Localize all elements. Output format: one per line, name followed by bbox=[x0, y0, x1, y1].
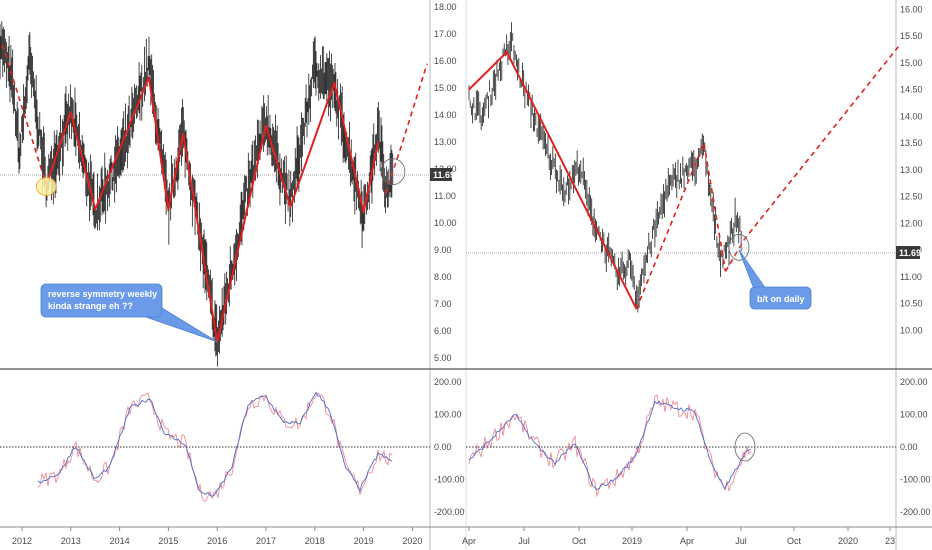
weekly-osc-y-tick: 0.00 bbox=[434, 442, 452, 452]
daily-signal-line bbox=[468, 400, 752, 491]
daily-x-tick: Jul bbox=[735, 536, 747, 546]
weekly-x-tick: 2017 bbox=[256, 536, 276, 546]
weekly-x-tick: 2015 bbox=[158, 536, 178, 546]
daily-x-tick: 2020 bbox=[838, 536, 858, 546]
weekly-y-tick: 13.00 bbox=[434, 137, 457, 147]
weekly-y-tick: 18.00 bbox=[434, 2, 457, 12]
daily-x-tick: Apr bbox=[462, 536, 476, 546]
weekly-callout-line2: kinda strange eh ?? bbox=[48, 301, 133, 311]
daily-y-tick: 14.50 bbox=[900, 85, 923, 95]
daily-osc-y-tick: -100.00 bbox=[900, 475, 931, 485]
daily-highlight-breakout bbox=[728, 233, 750, 261]
svg-text:11.69: 11.69 bbox=[433, 170, 455, 180]
weekly-last-price-tag: 11.69 bbox=[430, 168, 455, 181]
oscillator-layer bbox=[0, 391, 896, 502]
weekly-y-tick: 16.00 bbox=[434, 56, 457, 66]
weekly-signal-line bbox=[37, 391, 393, 497]
daily-callout-box bbox=[749, 286, 812, 310]
weekly-cci-line bbox=[37, 392, 393, 502]
frame-daily-price bbox=[466, 0, 896, 368]
daily-y-tick: 13.50 bbox=[900, 138, 923, 148]
daily-callout-text: b/t on daily bbox=[757, 294, 805, 304]
weekly-osc-y-tick: -100.00 bbox=[434, 475, 465, 485]
daily-x-tick: Oct bbox=[572, 536, 587, 546]
weekly-zigzag-dashed bbox=[1, 44, 48, 186]
weekly-x-tick: 2012 bbox=[12, 536, 32, 546]
daily-osc-y-tick: 100.00 bbox=[900, 410, 928, 420]
daily-y-tick: 13.00 bbox=[900, 165, 923, 175]
daily-y-tick: 15.00 bbox=[900, 58, 923, 68]
weekly-x-tick: 2020 bbox=[402, 536, 422, 546]
weekly-x-tick: 2016 bbox=[207, 536, 227, 546]
weekly-y-tick: 10.00 bbox=[434, 218, 457, 228]
daily-projection bbox=[724, 46, 899, 272]
daily-y-tick: 14.00 bbox=[900, 111, 923, 121]
weekly-callout[interactable]: reverse symmetry weekly kinda strange eh… bbox=[40, 283, 218, 343]
daily-callout[interactable]: b/t on daily bbox=[738, 249, 812, 310]
weekly-x-tick: 2019 bbox=[354, 536, 374, 546]
daily-y-tick: 15.50 bbox=[900, 31, 923, 41]
daily-y-tick: 11.00 bbox=[900, 272, 922, 282]
daily-y-tick: 10.00 bbox=[900, 325, 923, 335]
weekly-highlight-breakout bbox=[380, 158, 406, 186]
daily-zigzag bbox=[468, 51, 638, 310]
weekly-x-tick: 2018 bbox=[305, 536, 325, 546]
svg-text:11.69: 11.69 bbox=[899, 248, 921, 258]
daily-x-tick: 23 bbox=[885, 536, 895, 546]
weekly-y-tick: 6.00 bbox=[434, 326, 452, 336]
weekly-callout-box bbox=[40, 283, 163, 318]
weekly-x-tick: 2014 bbox=[110, 536, 130, 546]
weekly-osc-y-tick: -200.00 bbox=[434, 507, 465, 517]
daily-y-tick: 10.50 bbox=[900, 299, 923, 309]
weekly-x-tick: 2013 bbox=[61, 536, 81, 546]
daily-x-tick: 2019 bbox=[622, 536, 642, 546]
weekly-callout-line1: reverse symmetry weekly bbox=[48, 289, 157, 299]
weekly-y-tick: 5.00 bbox=[434, 353, 452, 363]
daily-y-tick: 12.00 bbox=[900, 218, 923, 228]
daily-oscillator-highlight bbox=[734, 432, 756, 462]
weekly-y-tick: 9.00 bbox=[434, 245, 452, 255]
weekly-y-tick: 7.00 bbox=[434, 299, 452, 309]
weekly-y-tick: 11.00 bbox=[434, 191, 456, 201]
weekly-zigzag bbox=[45, 76, 380, 343]
daily-osc-y-tick: -200.00 bbox=[900, 507, 931, 517]
weekly-osc-y-tick: 200.00 bbox=[434, 377, 462, 387]
weekly-y-tick: 17.00 bbox=[434, 29, 457, 39]
daily-x-tick: Apr bbox=[680, 536, 694, 546]
daily-osc-y-tick: 0.00 bbox=[900, 442, 918, 452]
weekly-y-tick: 15.00 bbox=[434, 83, 457, 93]
weekly-projection bbox=[384, 63, 428, 194]
daily-x-tick: Jul bbox=[518, 536, 530, 546]
daily-y-tick: 12.50 bbox=[900, 192, 923, 202]
daily-zigzag-dashed bbox=[635, 142, 727, 310]
weekly-y-tick: 8.00 bbox=[434, 272, 452, 282]
daily-osc-y-tick: 200.00 bbox=[900, 377, 928, 387]
daily-last-price-tag: 11.69 bbox=[896, 246, 921, 259]
daily-x-tick: Oct bbox=[787, 536, 802, 546]
weekly-osc-y-tick: 100.00 bbox=[434, 410, 462, 420]
daily-y-tick: 16.00 bbox=[900, 4, 923, 14]
annotation-layer bbox=[0, 44, 899, 343]
weekly-highlight-low bbox=[35, 177, 57, 197]
axis-ticks-layer: 5.00 6.00 7.00 8.00 9.00 10.00 11.00 12.00 13.00… bbox=[12, 2, 931, 546]
weekly-y-tick: 14.00 bbox=[434, 110, 457, 120]
